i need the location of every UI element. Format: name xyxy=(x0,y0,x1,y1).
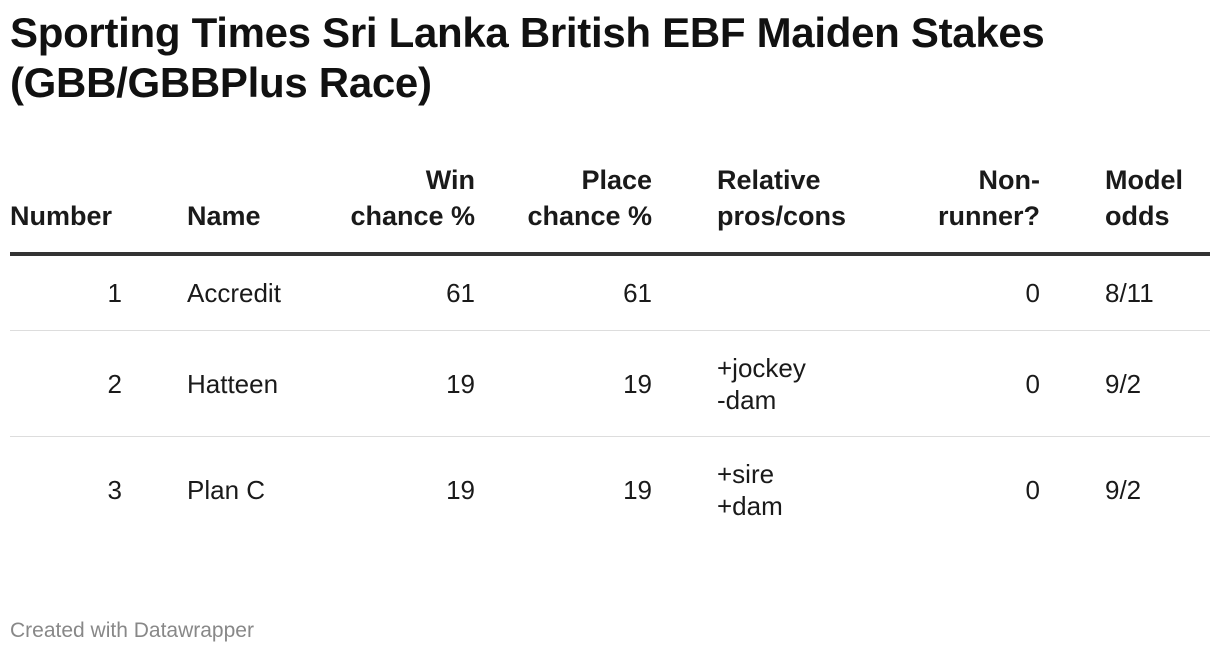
header-place-chance[interactable]: Place chance % xyxy=(515,162,652,256)
header-spacer xyxy=(122,162,187,256)
cell-model-odds: 9/2 xyxy=(1105,368,1142,399)
cell-win-chance: 19 xyxy=(446,475,475,505)
cell-spacer xyxy=(1040,437,1105,544)
cell-spacer xyxy=(475,331,515,437)
cell-place-chance: 19 xyxy=(623,368,652,399)
cell-place-chance: 61 xyxy=(623,278,652,308)
cell-spacer xyxy=(122,331,187,437)
cell-number: 2 xyxy=(107,368,122,399)
cell-name: Accredit xyxy=(187,278,281,308)
cell-name: Hatteen xyxy=(187,368,279,399)
cell-spacer xyxy=(652,437,717,544)
cell-spacer xyxy=(122,437,187,544)
table-row: 3 Plan C 19 19 +sire +dam 0 9/2 xyxy=(10,437,1210,544)
pros-cons-line: -dam xyxy=(717,384,777,415)
cell-pros-cons: +jockey -dam xyxy=(717,331,887,437)
pros-cons-line: +jockey xyxy=(717,352,806,383)
header-spacer xyxy=(652,162,717,256)
table-row: 2 Hatteen 19 19 +jockey -dam 0 9/2 xyxy=(10,331,1210,437)
header-name[interactable]: Name xyxy=(187,162,337,256)
header-win-chance[interactable]: Win chance % xyxy=(337,162,475,256)
pros-cons-line: +sire xyxy=(717,459,775,489)
cell-spacer xyxy=(1040,331,1105,437)
cell-spacer xyxy=(122,254,187,331)
cell-number: 3 xyxy=(107,475,122,505)
table-row: 1 Accredit 61 61 0 8/11 xyxy=(10,254,1210,331)
cell-name: Plan C xyxy=(187,475,266,505)
cell-non-runner: 0 xyxy=(1025,475,1040,505)
cell-model-odds: 9/2 xyxy=(1105,475,1142,505)
cell-model-odds: 8/11 xyxy=(1105,278,1154,308)
cell-spacer xyxy=(652,331,717,437)
race-table: Number Name Win chance % Place chance % … xyxy=(10,162,1210,543)
cell-place-chance: 19 xyxy=(623,475,652,505)
chart-title: Sporting Times Sri Lanka British EBF Mai… xyxy=(10,9,1045,106)
header-number[interactable]: Number xyxy=(10,162,122,256)
cell-spacer xyxy=(652,254,717,331)
datawrapper-credit[interactable]: Created with Datawrapper xyxy=(10,619,254,642)
cell-pros-cons xyxy=(717,254,887,331)
header-row: Number Name Win chance % Place chance % … xyxy=(10,162,1210,256)
cell-non-runner: 0 xyxy=(1025,368,1040,399)
pros-cons-line: +dam xyxy=(717,491,783,521)
header-spacer xyxy=(1040,162,1105,256)
cell-spacer xyxy=(475,254,515,331)
cell-non-runner: 0 xyxy=(1025,278,1040,308)
cell-spacer xyxy=(1040,254,1105,331)
header-non-runner[interactable]: Non-runner? xyxy=(887,162,1040,256)
cell-win-chance: 19 xyxy=(446,368,475,399)
cell-number: 1 xyxy=(107,278,122,308)
header-model-odds[interactable]: Model odds xyxy=(1105,162,1210,256)
cell-spacer xyxy=(475,437,515,544)
cell-win-chance: 61 xyxy=(446,278,475,308)
header-spacer xyxy=(475,162,515,256)
header-pros-cons[interactable]: Relative pros/cons xyxy=(717,162,887,256)
cell-pros-cons: +sire +dam xyxy=(717,437,887,544)
